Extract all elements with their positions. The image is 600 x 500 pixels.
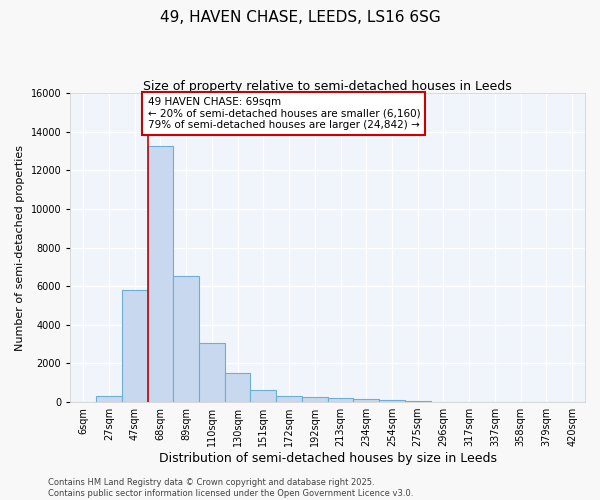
Y-axis label: Number of semi-detached properties: Number of semi-detached properties [15,144,25,350]
Text: 49 HAVEN CHASE: 69sqm
← 20% of semi-detached houses are smaller (6,160)
79% of s: 49 HAVEN CHASE: 69sqm ← 20% of semi-deta… [148,97,420,130]
Bar [96,396,122,402]
Bar [148,146,173,402]
Bar [353,399,379,402]
Bar [379,400,405,402]
Bar [302,398,328,402]
Bar [405,401,431,402]
Bar [225,373,250,402]
Bar [276,396,302,402]
Bar [122,290,148,402]
Text: 49, HAVEN CHASE, LEEDS, LS16 6SG: 49, HAVEN CHASE, LEEDS, LS16 6SG [160,10,440,25]
Bar [250,390,276,402]
X-axis label: Distribution of semi-detached houses by size in Leeds: Distribution of semi-detached houses by … [158,452,497,465]
Bar [328,398,353,402]
Bar [173,276,199,402]
Bar [199,343,225,402]
Title: Size of property relative to semi-detached houses in Leeds: Size of property relative to semi-detach… [143,80,512,93]
Text: Contains HM Land Registry data © Crown copyright and database right 2025.
Contai: Contains HM Land Registry data © Crown c… [48,478,413,498]
